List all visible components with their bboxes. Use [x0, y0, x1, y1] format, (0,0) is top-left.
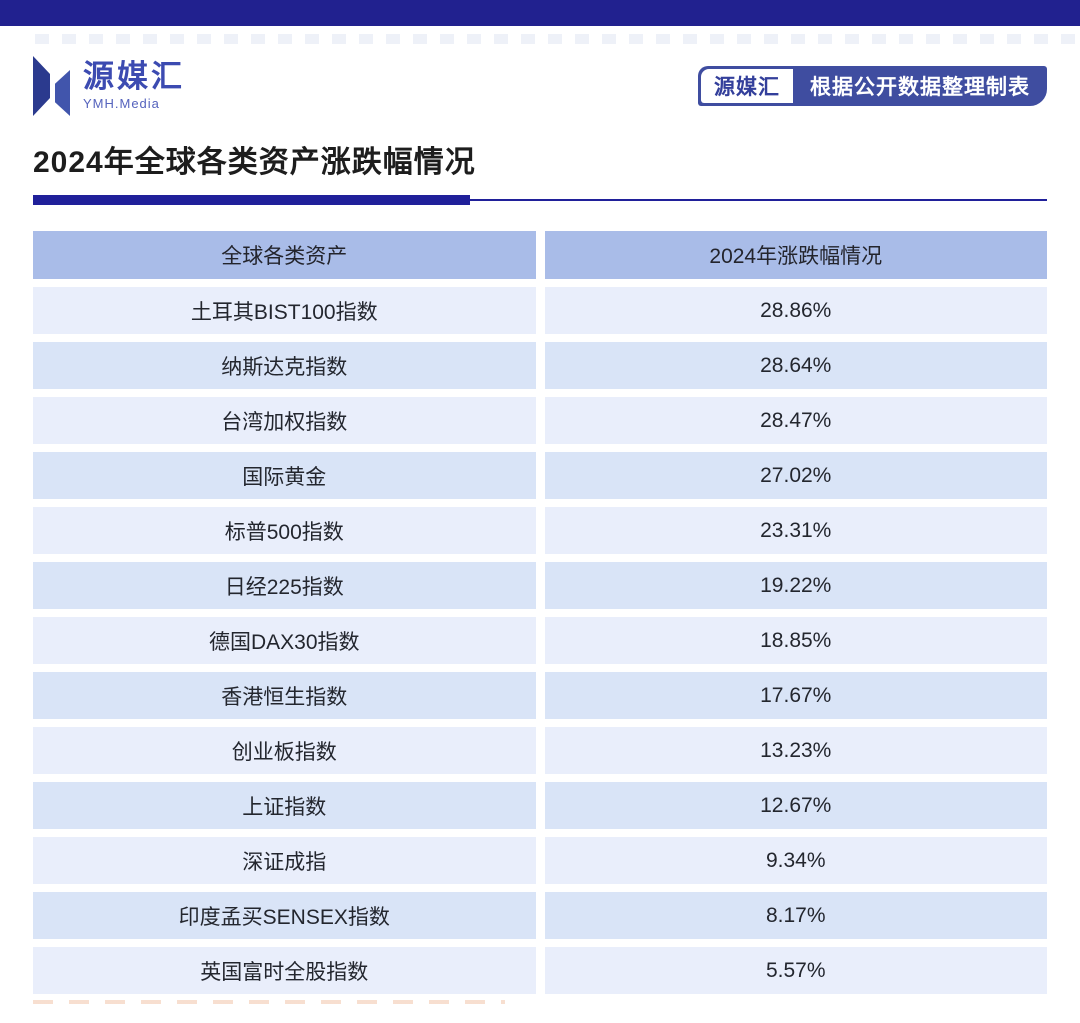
- title-underline: [33, 195, 1047, 205]
- asset-change-cell: 28.64%: [544, 342, 1047, 389]
- asset-name-cell: 上证指数: [33, 782, 536, 829]
- asset-change-cell: 13.23%: [544, 727, 1047, 774]
- source-badge-brand: 源媒汇: [701, 69, 793, 103]
- table-row: 英国富时全股指数 5.57%: [33, 947, 1047, 994]
- table-row: 香港恒生指数 17.67%: [33, 672, 1047, 719]
- column-header-asset: 全球各类资产: [33, 231, 536, 279]
- asset-performance-table: 全球各类资产 2024年涨跌幅情况 土耳其BIST100指数 28.86% 纳斯…: [33, 231, 1047, 994]
- bottom-dash-decoration: [33, 1000, 505, 1004]
- asset-change-cell: 8.17%: [544, 892, 1047, 939]
- asset-change-cell: 27.02%: [544, 452, 1047, 499]
- source-badge: 源媒汇 根据公开数据整理制表: [698, 66, 1047, 106]
- asset-change-cell: 23.31%: [544, 507, 1047, 554]
- brand-logo: 源媒汇 YMH.Media: [33, 56, 185, 116]
- table-row: 印度孟买SENSEX指数 8.17%: [33, 892, 1047, 939]
- asset-name-cell: 台湾加权指数: [33, 397, 536, 444]
- brand-name: 源媒汇: [83, 59, 185, 94]
- logo-blade-left: [33, 56, 50, 116]
- asset-name-cell: 土耳其BIST100指数: [33, 287, 536, 334]
- asset-name-cell: 印度孟买SENSEX指数: [33, 892, 536, 939]
- asset-change-cell: 9.34%: [544, 837, 1047, 884]
- logo-blade-right: [55, 70, 70, 116]
- asset-change-cell: 5.57%: [544, 947, 1047, 994]
- column-header-change: 2024年涨跌幅情况: [544, 231, 1047, 279]
- table-row: 土耳其BIST100指数 28.86%: [33, 287, 1047, 334]
- table-row: 国际黄金 27.02%: [33, 452, 1047, 499]
- title-underline-thin: [470, 199, 1047, 201]
- brand-logo-text: 源媒汇 YMH.Media: [83, 56, 185, 111]
- source-badge-note: 根据公开数据整理制表: [810, 76, 1030, 99]
- table-row: 创业板指数 13.23%: [33, 727, 1047, 774]
- asset-name-cell: 纳斯达克指数: [33, 342, 536, 389]
- asset-change-cell: 17.67%: [544, 672, 1047, 719]
- masthead: 源媒汇 YMH.Media 源媒汇 根据公开数据整理制表: [0, 56, 1080, 116]
- asset-name-cell: 英国富时全股指数: [33, 947, 536, 994]
- asset-change-cell: 18.85%: [544, 617, 1047, 664]
- brand-subname: YMH.Media: [83, 96, 160, 112]
- asset-name-cell: 创业板指数: [33, 727, 536, 774]
- asset-change-cell: 28.47%: [544, 397, 1047, 444]
- table-row: 台湾加权指数 28.47%: [33, 397, 1047, 444]
- table-row: 深证成指 9.34%: [33, 837, 1047, 884]
- top-accent-bar: [0, 0, 1080, 26]
- asset-name-cell: 深证成指: [33, 837, 536, 884]
- asset-change-cell: 19.22%: [544, 562, 1047, 609]
- asset-name-cell: 德国DAX30指数: [33, 617, 536, 664]
- table-header-row: 全球各类资产 2024年涨跌幅情况: [33, 231, 1047, 279]
- page-title: 2024年全球各类资产涨跌幅情况: [33, 146, 476, 179]
- asset-name-cell: 标普500指数: [33, 507, 536, 554]
- asset-change-cell: 28.86%: [544, 287, 1047, 334]
- asset-name-cell: 国际黄金: [33, 452, 536, 499]
- table-row: 纳斯达克指数 28.64%: [33, 342, 1047, 389]
- dash-strip-decoration: [35, 34, 1080, 44]
- table-row: 德国DAX30指数 18.85%: [33, 617, 1047, 664]
- asset-change-cell: 12.67%: [544, 782, 1047, 829]
- table-row: 标普500指数 23.31%: [33, 507, 1047, 554]
- asset-name-cell: 日经225指数: [33, 562, 536, 609]
- title-underline-thick: [33, 195, 470, 205]
- table-row: 日经225指数 19.22%: [33, 562, 1047, 609]
- brand-logo-icon: [33, 56, 75, 116]
- asset-name-cell: 香港恒生指数: [33, 672, 536, 719]
- table-row: 上证指数 12.67%: [33, 782, 1047, 829]
